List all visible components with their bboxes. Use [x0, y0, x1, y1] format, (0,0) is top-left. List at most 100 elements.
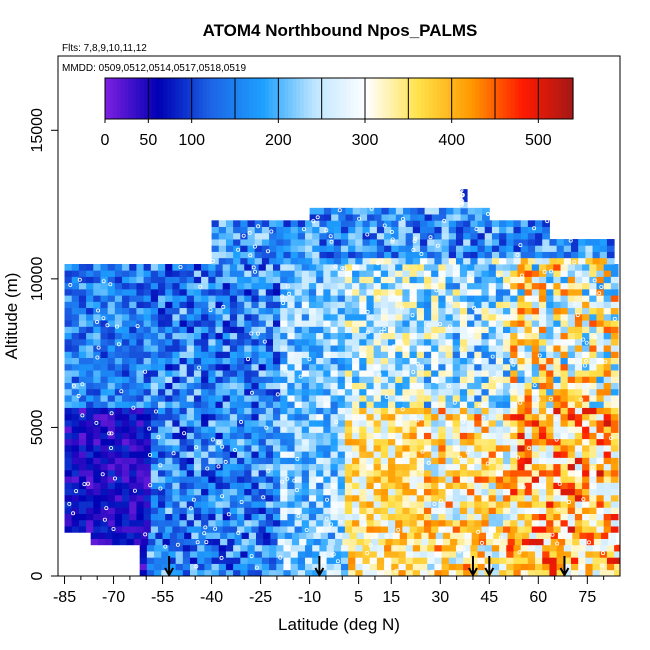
heatmap-cell — [86, 313, 94, 321]
heatmap-cell — [133, 532, 142, 539]
heatmap-cell — [244, 413, 252, 421]
heatmap-cell — [64, 363, 73, 371]
heatmap-cell — [409, 451, 418, 458]
sample-marker — [509, 358, 514, 363]
heatmap-cell — [247, 569, 256, 576]
heatmap-cell — [585, 563, 594, 571]
heatmap-cell — [297, 557, 306, 564]
heatmap-cell — [323, 488, 332, 496]
heatmap-cell — [517, 526, 526, 533]
heatmap-cell — [287, 326, 296, 334]
heatmap-cell — [445, 357, 454, 365]
heatmap-cell — [143, 526, 152, 533]
heatmap-cell — [86, 395, 94, 402]
heatmap-cell — [122, 295, 130, 302]
heatmap-cell — [258, 301, 267, 309]
heatmap-cell — [402, 501, 411, 508]
heatmap-cell — [589, 295, 597, 302]
heatmap-cell — [452, 276, 461, 284]
heatmap-cell — [208, 519, 216, 527]
heatmap-cell — [297, 544, 306, 552]
heatmap-cell — [510, 357, 518, 365]
heatmap-cell — [499, 551, 507, 558]
heatmap-cell — [366, 320, 375, 327]
heatmap-cell — [244, 395, 252, 402]
heatmap-cell — [244, 432, 252, 440]
heatmap-cell — [517, 501, 526, 508]
heatmap-cell — [222, 494, 231, 502]
heatmap-cell — [100, 320, 109, 327]
sample-marker — [80, 413, 85, 418]
heatmap-cell — [499, 239, 507, 246]
heatmap-cell — [273, 282, 281, 290]
heatmap-cell — [517, 320, 526, 327]
heatmap-cell — [495, 326, 504, 334]
heatmap-cell — [510, 444, 518, 452]
heatmap-cell — [208, 451, 216, 458]
sample-marker — [220, 494, 225, 499]
heatmap-cell — [251, 494, 260, 502]
heatmap-cell — [157, 357, 166, 365]
heatmap-cell — [251, 370, 260, 377]
heatmap-cell — [229, 301, 238, 309]
heatmap-cell — [122, 345, 130, 352]
heatmap-cell — [294, 420, 303, 427]
heatmap-cell — [560, 326, 569, 334]
sample-marker — [382, 223, 387, 228]
heatmap-cell — [157, 370, 166, 377]
heatmap-cell — [229, 413, 238, 421]
heatmap-cell — [114, 295, 123, 302]
heatmap-cell — [416, 332, 425, 340]
heatmap-cell — [524, 301, 533, 309]
heatmap-cell — [423, 363, 432, 371]
heatmap-cell — [380, 388, 389, 396]
heatmap-cell — [337, 482, 346, 490]
heatmap-cell — [312, 251, 320, 259]
heatmap-cell — [100, 482, 109, 490]
heatmap-cell — [208, 338, 216, 346]
heatmap-cell — [395, 507, 403, 514]
sample-marker — [252, 244, 257, 249]
heatmap-cell — [244, 276, 252, 284]
heatmap-cell — [517, 351, 526, 358]
heatmap-cell — [129, 363, 137, 371]
heatmap-cell — [438, 326, 447, 334]
heatmap-cell — [222, 482, 231, 490]
heatmap-cell — [172, 407, 181, 415]
heatmap-cell — [100, 270, 109, 277]
heatmap-cell — [165, 401, 173, 408]
heatmap-cell — [287, 526, 296, 533]
heatmap-cell — [136, 407, 145, 415]
heatmap-cell — [467, 438, 475, 446]
heatmap-cell — [373, 463, 382, 471]
heatmap-cell — [517, 488, 526, 496]
heatmap-cell — [211, 245, 220, 252]
sample-marker — [171, 451, 176, 456]
heatmap-cell — [405, 245, 414, 252]
heatmap-cell — [294, 438, 303, 446]
heatmap-cell — [237, 332, 245, 340]
heatmap-cell — [86, 488, 94, 496]
heatmap-cell — [150, 432, 159, 440]
heatmap-cell — [563, 544, 572, 552]
heatmap-cell — [431, 413, 439, 421]
sample-marker — [532, 383, 537, 388]
heatmap-cell — [218, 544, 227, 552]
heatmap-cell — [240, 257, 249, 265]
heatmap-cell — [467, 214, 476, 221]
heatmap-cell — [186, 463, 195, 471]
heatmap-cell — [546, 488, 554, 496]
heatmap-cell — [222, 420, 231, 427]
sample-marker — [213, 526, 218, 531]
heatmap-cell — [380, 494, 389, 502]
heatmap-cell — [538, 376, 547, 383]
heatmap-cell — [129, 282, 137, 290]
heatmap-cell — [578, 551, 586, 558]
heatmap-cell — [556, 557, 565, 564]
heatmap-cell — [553, 376, 562, 383]
heatmap-cell — [431, 444, 439, 452]
heatmap-cell — [308, 395, 317, 402]
heatmap-cell — [168, 544, 177, 552]
heatmap-cell — [215, 370, 224, 377]
heatmap-cell — [157, 451, 166, 458]
